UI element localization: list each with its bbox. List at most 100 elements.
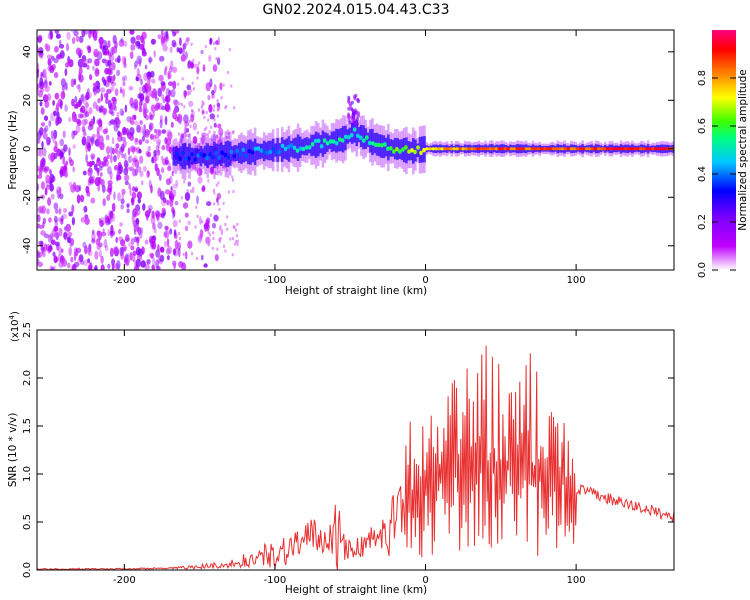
noise-speckle bbox=[209, 78, 213, 88]
ridge-point bbox=[289, 143, 294, 148]
noise-speckle bbox=[224, 249, 227, 253]
noise-speckle bbox=[110, 61, 116, 71]
ridge-bump bbox=[352, 111, 356, 116]
ridge-point bbox=[497, 147, 502, 151]
noise-speckle bbox=[37, 130, 42, 140]
noise-speckle bbox=[105, 146, 111, 155]
noise-speckle bbox=[123, 174, 130, 182]
ridge-point bbox=[334, 141, 339, 146]
ridge-point bbox=[392, 149, 396, 154]
ridge-bump bbox=[347, 114, 351, 119]
noise-speckle bbox=[41, 122, 45, 127]
noise-speckle bbox=[148, 122, 154, 131]
noise-speckle bbox=[39, 101, 43, 107]
noise-speckle bbox=[65, 160, 68, 166]
noise-speckle bbox=[156, 167, 160, 177]
noise-speckle bbox=[47, 234, 53, 243]
ridge-point bbox=[494, 147, 499, 151]
noise-speckle bbox=[183, 95, 186, 99]
noise-speckle bbox=[198, 108, 200, 112]
noise-speckle bbox=[133, 224, 137, 233]
ridge-point bbox=[642, 147, 646, 151]
noise-speckle bbox=[84, 245, 88, 255]
noise-speckle bbox=[92, 101, 98, 109]
noise-speckle bbox=[102, 228, 105, 233]
noise-speckle bbox=[38, 148, 43, 158]
noise-speckle bbox=[68, 59, 74, 68]
noise-speckle bbox=[210, 134, 217, 143]
ridge-point bbox=[612, 147, 616, 151]
noise-speckle bbox=[169, 228, 173, 235]
noise-speckle bbox=[68, 117, 72, 123]
noise-speckle bbox=[80, 105, 86, 114]
noise-speckle bbox=[146, 130, 151, 137]
noise-speckle bbox=[86, 64, 90, 70]
noise-speckle bbox=[183, 114, 189, 124]
noise-speckle bbox=[196, 195, 199, 205]
noise-speckle bbox=[171, 66, 178, 73]
noise-speckle bbox=[213, 191, 216, 195]
ridge-point bbox=[307, 145, 312, 150]
ridge-bump bbox=[350, 100, 354, 105]
ridge-point bbox=[295, 148, 300, 153]
noise-speckle bbox=[81, 30, 86, 38]
noise-speckle bbox=[191, 252, 193, 256]
noise-speckle bbox=[106, 194, 111, 201]
ridge-point bbox=[322, 138, 327, 143]
noise-speckle bbox=[216, 102, 221, 108]
noise-speckle bbox=[110, 154, 113, 164]
ridge-point bbox=[563, 147, 568, 151]
noise-speckle bbox=[216, 247, 219, 251]
noise-speckle bbox=[208, 130, 211, 134]
noise-speckle bbox=[223, 165, 226, 169]
noise-speckle bbox=[165, 94, 171, 104]
noise-speckle bbox=[169, 196, 175, 203]
noise-speckle bbox=[117, 119, 121, 125]
noise-speckle bbox=[225, 165, 228, 169]
noise-speckle bbox=[55, 257, 59, 263]
noise-speckle bbox=[193, 87, 195, 91]
noise-speckle bbox=[178, 47, 183, 54]
noise-speckle bbox=[201, 100, 204, 104]
ridge-point bbox=[331, 139, 336, 144]
ridge-band bbox=[256, 143, 259, 160]
noise-speckle bbox=[87, 167, 93, 177]
noise-speckle bbox=[67, 262, 71, 269]
noise-speckle bbox=[192, 58, 195, 62]
ridge-point bbox=[398, 149, 402, 154]
noise-speckle bbox=[179, 237, 181, 241]
noise-speckle bbox=[174, 200, 179, 206]
noise-speckle bbox=[142, 107, 147, 115]
ridge-point bbox=[190, 152, 194, 157]
noise-speckle bbox=[120, 37, 124, 43]
noise-speckle bbox=[236, 239, 239, 243]
noise-speckle bbox=[203, 222, 209, 230]
y-tick-label: 0.0 bbox=[22, 562, 33, 578]
noise-speckle bbox=[165, 143, 169, 149]
ridge-point bbox=[181, 150, 185, 156]
ridge-point bbox=[404, 145, 408, 150]
noise-speckle bbox=[109, 146, 113, 155]
noise-speckle bbox=[64, 104, 68, 112]
noise-speckle bbox=[161, 145, 166, 151]
ridge-point bbox=[214, 150, 218, 155]
noise-speckle bbox=[123, 75, 128, 82]
noise-speckle bbox=[54, 241, 61, 247]
noise-speckle bbox=[161, 105, 166, 111]
noise-speckle bbox=[137, 41, 141, 50]
noise-speckle bbox=[212, 222, 216, 229]
noise-speckle bbox=[105, 127, 109, 134]
noise-speckle bbox=[158, 74, 164, 82]
noise-speckle bbox=[72, 166, 75, 173]
noise-speckle bbox=[104, 244, 109, 252]
noise-speckle bbox=[138, 106, 143, 113]
noise-speckle bbox=[188, 119, 191, 123]
noise-speckle bbox=[49, 244, 52, 251]
x-tick-label: -200 bbox=[113, 575, 136, 586]
noise-speckle bbox=[98, 161, 105, 169]
noise-speckle bbox=[86, 45, 91, 50]
ridge-point bbox=[175, 151, 179, 157]
ridge-band bbox=[369, 129, 372, 153]
noise-speckle bbox=[207, 243, 210, 247]
noise-speckle bbox=[164, 240, 167, 248]
